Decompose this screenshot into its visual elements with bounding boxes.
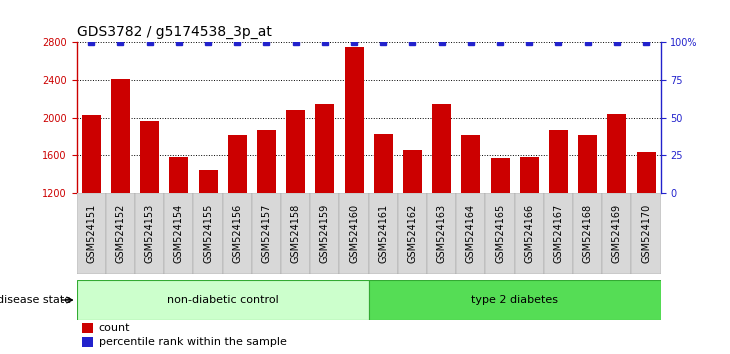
Bar: [140, 121, 159, 193]
Bar: [374, 134, 393, 193]
Bar: [135, 193, 164, 274]
Text: GSM524159: GSM524159: [320, 204, 330, 263]
Text: GSM524169: GSM524169: [612, 204, 622, 263]
Text: GSM524155: GSM524155: [203, 204, 213, 263]
Text: GSM524163: GSM524163: [437, 204, 447, 263]
Bar: [549, 130, 568, 193]
Text: GSM524156: GSM524156: [232, 204, 242, 263]
Bar: [345, 47, 364, 193]
Bar: [281, 193, 310, 274]
Bar: [77, 280, 369, 320]
Bar: [432, 104, 451, 193]
Bar: [427, 193, 456, 274]
Text: GSM524162: GSM524162: [407, 204, 418, 263]
Bar: [310, 193, 339, 274]
Bar: [199, 170, 218, 193]
Text: GSM524160: GSM524160: [349, 204, 359, 263]
Text: GSM524161: GSM524161: [378, 204, 388, 263]
Text: GSM524157: GSM524157: [261, 204, 272, 263]
Bar: [82, 115, 101, 193]
Bar: [82, 323, 93, 333]
Bar: [77, 193, 661, 274]
Bar: [602, 193, 631, 274]
Bar: [169, 157, 188, 193]
Text: non-diabetic control: non-diabetic control: [166, 295, 279, 305]
Text: GSM524166: GSM524166: [524, 204, 534, 263]
Bar: [398, 193, 427, 274]
Bar: [544, 193, 573, 274]
Bar: [573, 193, 602, 274]
Text: count: count: [99, 323, 131, 333]
Bar: [228, 135, 247, 193]
Bar: [339, 193, 369, 274]
Bar: [82, 337, 93, 347]
Text: GSM524165: GSM524165: [495, 204, 505, 263]
Bar: [369, 280, 661, 320]
Bar: [578, 135, 597, 193]
Text: GSM524158: GSM524158: [291, 204, 301, 263]
Text: GDS3782 / g5174538_3p_at: GDS3782 / g5174538_3p_at: [77, 25, 272, 39]
Bar: [223, 193, 252, 274]
Bar: [491, 158, 510, 193]
Text: percentile rank within the sample: percentile rank within the sample: [99, 337, 287, 347]
Bar: [252, 193, 281, 274]
Bar: [164, 193, 193, 274]
Text: GSM524167: GSM524167: [553, 204, 564, 263]
Text: GSM524152: GSM524152: [115, 204, 126, 263]
Bar: [286, 110, 305, 193]
Bar: [461, 135, 480, 193]
Bar: [193, 193, 223, 274]
Bar: [257, 130, 276, 193]
Text: GSM524170: GSM524170: [641, 204, 651, 263]
Bar: [631, 193, 661, 274]
Bar: [315, 104, 334, 193]
Bar: [77, 193, 106, 274]
Bar: [456, 193, 485, 274]
Bar: [403, 150, 422, 193]
Text: GSM524168: GSM524168: [583, 204, 593, 263]
Bar: [637, 152, 656, 193]
Text: GSM524154: GSM524154: [174, 204, 184, 263]
Bar: [485, 193, 515, 274]
Bar: [607, 114, 626, 193]
Text: GSM524164: GSM524164: [466, 204, 476, 263]
Bar: [520, 157, 539, 193]
Text: GSM524153: GSM524153: [145, 204, 155, 263]
Bar: [111, 79, 130, 193]
Bar: [515, 193, 544, 274]
Bar: [106, 193, 135, 274]
Text: GSM524151: GSM524151: [86, 204, 96, 263]
Text: type 2 diabetes: type 2 diabetes: [471, 295, 558, 305]
Text: disease state: disease state: [0, 295, 71, 305]
Bar: [369, 193, 398, 274]
